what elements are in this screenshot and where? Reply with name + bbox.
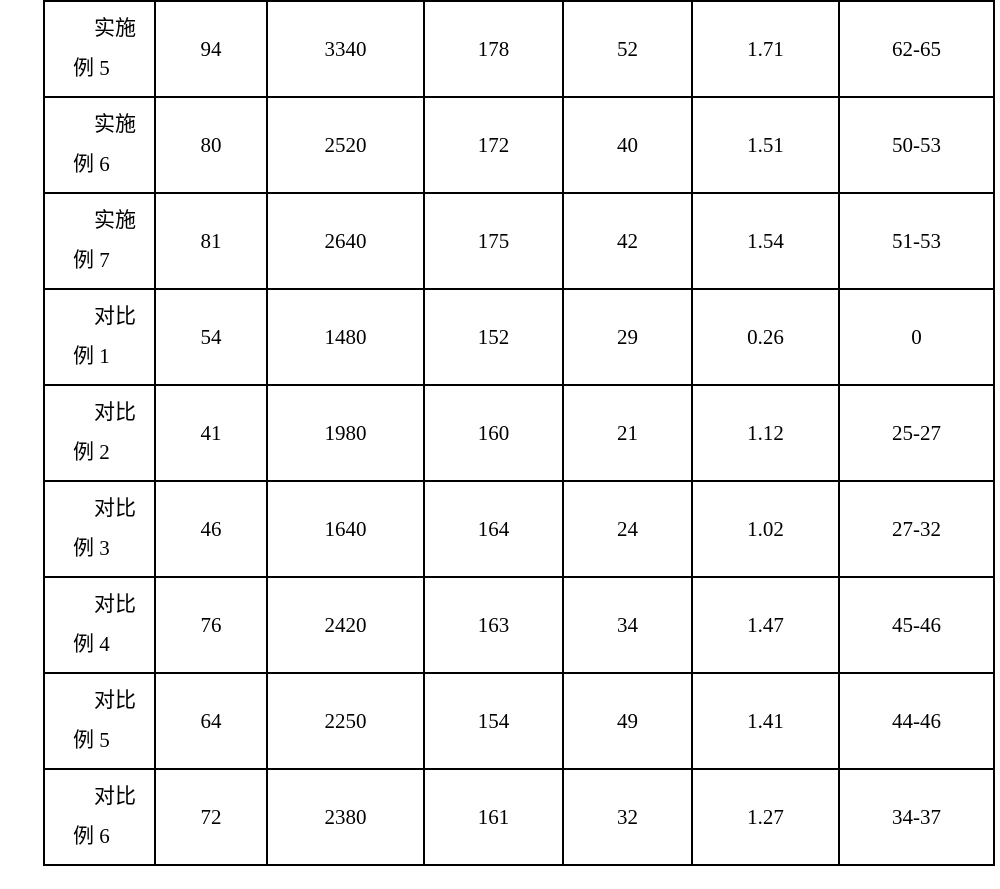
table-cell: 42 <box>563 193 692 289</box>
table-cell: 1640 <box>267 481 424 577</box>
table-cell: 160 <box>424 385 563 481</box>
table-cell: 2640 <box>267 193 424 289</box>
table-cell: 0 <box>839 289 994 385</box>
table-cell: 34-37 <box>839 769 994 865</box>
table-row: 对比例 6722380161321.2734-37 <box>44 769 994 865</box>
row-label-cell: 实施例 7 <box>44 193 155 289</box>
table-cell: 1.71 <box>692 1 839 97</box>
table-cell: 72 <box>155 769 267 865</box>
table-cell: 64 <box>155 673 267 769</box>
row-label: 对比例 3 <box>45 489 154 569</box>
table-cell: 49 <box>563 673 692 769</box>
table-row: 对比例 1541480152290.260 <box>44 289 994 385</box>
table-row: 对比例 4762420163341.4745-46 <box>44 577 994 673</box>
table-cell: 46 <box>155 481 267 577</box>
table-row: 对比例 5642250154491.4144-46 <box>44 673 994 769</box>
table-cell: 2250 <box>267 673 424 769</box>
table-cell: 41 <box>155 385 267 481</box>
row-label: 对比例 4 <box>45 585 154 665</box>
row-label-cell: 对比例 5 <box>44 673 155 769</box>
row-label-cell: 实施例 5 <box>44 1 155 97</box>
table-cell: 32 <box>563 769 692 865</box>
table-cell: 44-46 <box>839 673 994 769</box>
table-cell: 1.27 <box>692 769 839 865</box>
table-cell: 178 <box>424 1 563 97</box>
table-cell: 0.26 <box>692 289 839 385</box>
row-label: 对比例 6 <box>45 777 154 857</box>
table-cell: 45-46 <box>839 577 994 673</box>
row-label-cell: 对比例 3 <box>44 481 155 577</box>
row-label-cell: 对比例 4 <box>44 577 155 673</box>
table-row: 实施例 5943340178521.7162-65 <box>44 1 994 97</box>
table-cell: 2520 <box>267 97 424 193</box>
table-cell: 76 <box>155 577 267 673</box>
table-cell: 27-32 <box>839 481 994 577</box>
table-cell: 1480 <box>267 289 424 385</box>
data-table: 实施例 5943340178521.7162-65 实施例 6802520172… <box>43 0 995 866</box>
row-label-cell: 对比例 1 <box>44 289 155 385</box>
table-cell: 1.41 <box>692 673 839 769</box>
row-label: 对比例 1 <box>45 297 154 377</box>
table-cell: 52 <box>563 1 692 97</box>
table-row: 对比例 2411980160211.1225-27 <box>44 385 994 481</box>
table-cell: 62-65 <box>839 1 994 97</box>
table-cell: 29 <box>563 289 692 385</box>
row-label: 对比例 5 <box>45 681 154 761</box>
table-cell: 2420 <box>267 577 424 673</box>
table-cell: 1.51 <box>692 97 839 193</box>
table-cell: 81 <box>155 193 267 289</box>
table-row: 对比例 3461640164241.0227-32 <box>44 481 994 577</box>
row-label-cell: 实施例 6 <box>44 97 155 193</box>
table-cell: 1.54 <box>692 193 839 289</box>
table-cell: 25-27 <box>839 385 994 481</box>
row-label: 实施例 5 <box>45 9 154 89</box>
table-cell: 51-53 <box>839 193 994 289</box>
table-cell: 50-53 <box>839 97 994 193</box>
table-body: 实施例 5943340178521.7162-65 实施例 6802520172… <box>44 1 994 865</box>
row-label-cell: 对比例 6 <box>44 769 155 865</box>
row-label: 实施例 6 <box>45 105 154 185</box>
table-cell: 80 <box>155 97 267 193</box>
table-cell: 163 <box>424 577 563 673</box>
table-cell: 2380 <box>267 769 424 865</box>
page: 实施例 5943340178521.7162-65 实施例 6802520172… <box>0 0 1000 889</box>
row-label: 对比例 2 <box>45 393 154 473</box>
table-row: 实施例 6802520172401.5150-53 <box>44 97 994 193</box>
table-cell: 40 <box>563 97 692 193</box>
table-cell: 152 <box>424 289 563 385</box>
table-cell: 94 <box>155 1 267 97</box>
table-cell: 34 <box>563 577 692 673</box>
table-cell: 1.12 <box>692 385 839 481</box>
table-cell: 175 <box>424 193 563 289</box>
table-cell: 54 <box>155 289 267 385</box>
table-cell: 172 <box>424 97 563 193</box>
row-label: 实施例 7 <box>45 201 154 281</box>
table-cell: 21 <box>563 385 692 481</box>
table-cell: 3340 <box>267 1 424 97</box>
table-cell: 154 <box>424 673 563 769</box>
table-cell: 1.02 <box>692 481 839 577</box>
row-label-cell: 对比例 2 <box>44 385 155 481</box>
table-cell: 1980 <box>267 385 424 481</box>
table-cell: 24 <box>563 481 692 577</box>
table-cell: 164 <box>424 481 563 577</box>
table-cell: 161 <box>424 769 563 865</box>
table-cell: 1.47 <box>692 577 839 673</box>
table-row: 实施例 7812640175421.5451-53 <box>44 193 994 289</box>
